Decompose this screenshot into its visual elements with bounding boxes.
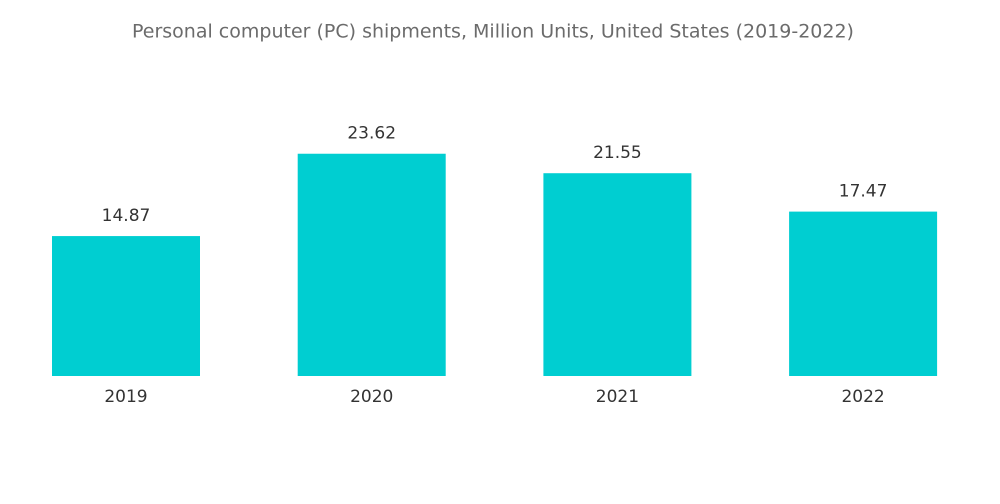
x-tick-label: 2022 <box>841 387 884 407</box>
bar <box>52 236 200 376</box>
bar <box>297 153 446 376</box>
value-label: 23.62 <box>347 124 396 144</box>
x-tick-label: 2020 <box>350 387 393 407</box>
value-label: 14.87 <box>102 206 151 226</box>
x-tick-label: 2019 <box>104 387 147 407</box>
bar <box>789 211 938 376</box>
chart-title: Personal computer (PC) shipments, Millio… <box>132 21 854 43</box>
bar <box>543 173 692 376</box>
value-label: 21.55 <box>593 143 642 163</box>
value-label: 17.47 <box>839 182 888 202</box>
x-tick-label: 2021 <box>596 387 639 407</box>
